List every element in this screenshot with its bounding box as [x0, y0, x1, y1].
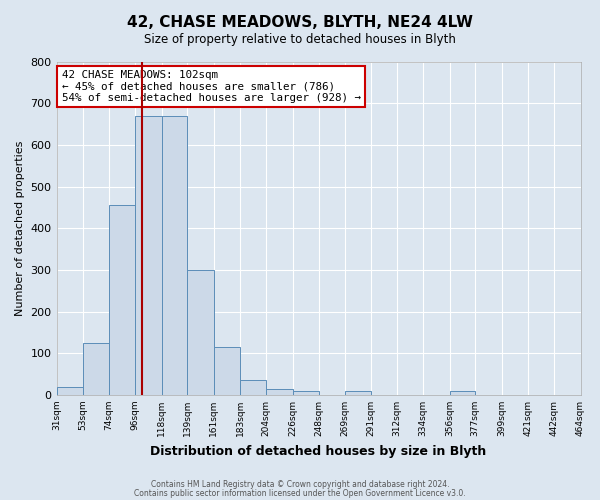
- Bar: [293, 391, 319, 395]
- Bar: [135, 116, 162, 395]
- Bar: [266, 388, 293, 395]
- Text: 42 CHASE MEADOWS: 102sqm
← 45% of detached houses are smaller (786)
54% of semi-: 42 CHASE MEADOWS: 102sqm ← 45% of detach…: [62, 70, 361, 103]
- Bar: [344, 391, 371, 395]
- Y-axis label: Number of detached properties: Number of detached properties: [15, 140, 25, 316]
- Text: Size of property relative to detached houses in Blyth: Size of property relative to detached ho…: [144, 32, 456, 46]
- Text: Contains HM Land Registry data © Crown copyright and database right 2024.: Contains HM Land Registry data © Crown c…: [151, 480, 449, 489]
- X-axis label: Distribution of detached houses by size in Blyth: Distribution of detached houses by size …: [151, 444, 487, 458]
- Bar: [56, 386, 83, 395]
- Bar: [83, 343, 109, 395]
- Bar: [214, 347, 241, 395]
- Bar: [450, 391, 475, 395]
- Bar: [241, 380, 266, 395]
- Text: 42, CHASE MEADOWS, BLYTH, NE24 4LW: 42, CHASE MEADOWS, BLYTH, NE24 4LW: [127, 15, 473, 30]
- Bar: [187, 270, 214, 395]
- Bar: [109, 206, 135, 395]
- Text: Contains public sector information licensed under the Open Government Licence v3: Contains public sector information licen…: [134, 488, 466, 498]
- Bar: [162, 116, 187, 395]
